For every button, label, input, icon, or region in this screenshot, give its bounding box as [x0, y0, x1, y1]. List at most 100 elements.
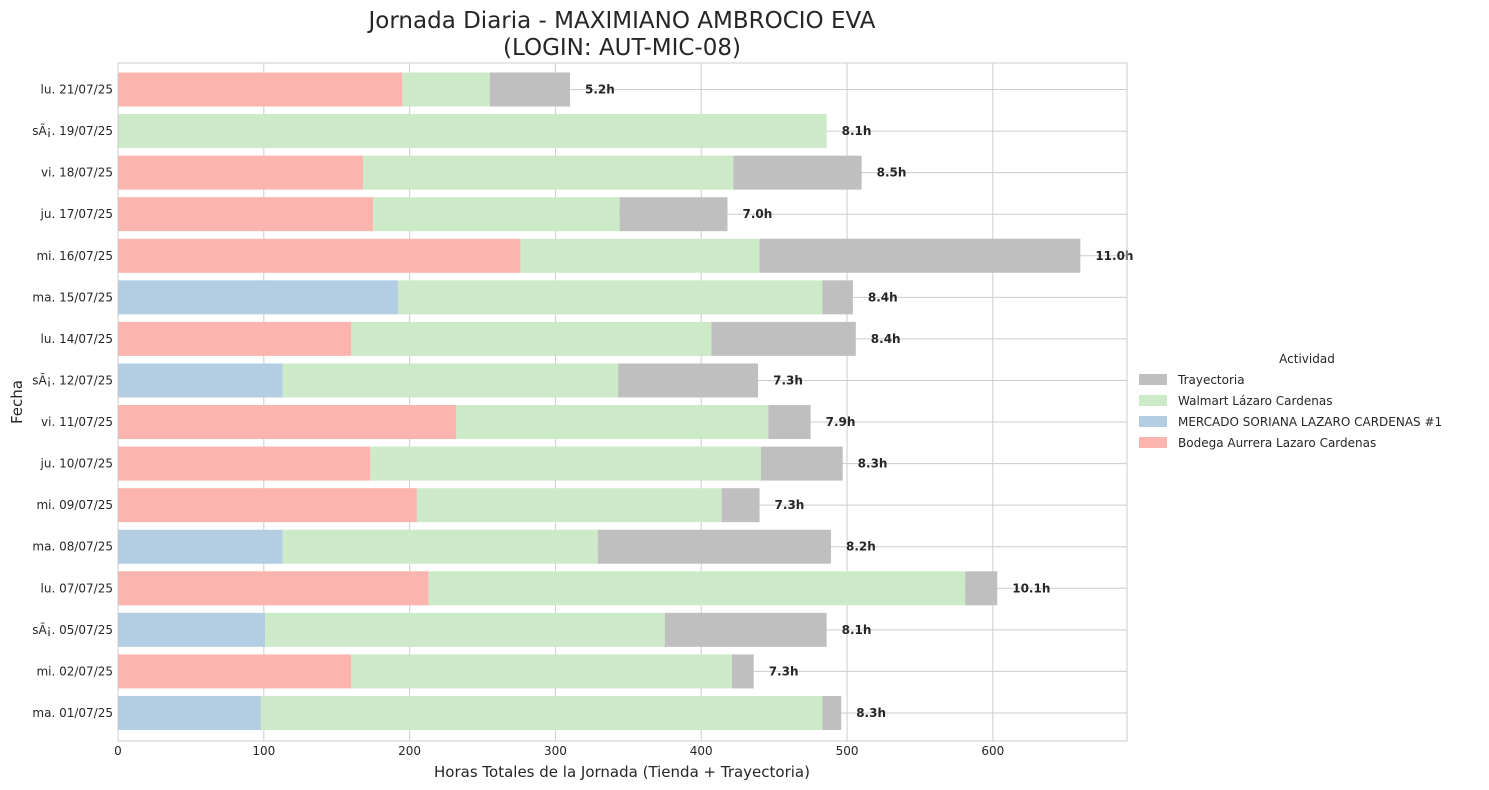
bar-segment	[711, 321, 856, 356]
legend-label: Walmart Lázaro Cardenas	[1178, 394, 1332, 408]
legend-swatch	[1139, 374, 1167, 385]
y-tick-label: mi. 16/07/25	[36, 249, 113, 263]
bar-segment	[721, 488, 760, 523]
bar-segment	[618, 363, 759, 398]
legend-swatch	[1139, 395, 1167, 406]
total-label: 5.2h	[585, 83, 615, 97]
x-tick-label: 200	[398, 744, 421, 758]
x-tick-label: 500	[836, 744, 859, 758]
y-tick-label: mi. 09/07/25	[36, 498, 113, 512]
bar-segment	[118, 488, 417, 523]
x-tick-label: 300	[544, 744, 567, 758]
y-tick-label: ma. 01/07/25	[32, 706, 113, 720]
bar-segment	[118, 696, 261, 730]
bar-segment	[265, 612, 665, 647]
x-tick-labels: 0 100 200 300 400 500 600	[114, 744, 1004, 758]
total-label: 7.9h	[826, 415, 856, 429]
bar-segment	[118, 446, 371, 481]
y-tick-label: mi. 02/07/25	[36, 664, 113, 678]
chart-title-line2: (LOGIN: AUT-MIC-08)	[503, 35, 741, 61]
bar-segment	[118, 529, 283, 564]
y-tick-label: lu. 07/07/25	[41, 581, 113, 595]
legend: Actividad Trayectoria Walmart Lázaro Card…	[1139, 352, 1442, 450]
bar-segment	[520, 238, 760, 273]
bar-segment	[822, 280, 853, 315]
total-label: 8.3h	[858, 457, 888, 471]
x-tick-label: 400	[690, 744, 713, 758]
legend-label: MERCADO SORIANA LAZARO CARDENAS #1	[1178, 415, 1442, 429]
bar-segment	[118, 238, 521, 273]
total-label: 7.3h	[775, 498, 805, 512]
total-label: 11.0h	[1095, 249, 1133, 263]
y-tick-label: sÃ¡. 05/07/25	[32, 622, 113, 637]
bar-segment	[282, 363, 619, 398]
y-tick-labels: lu. 21/07/25 sÃ¡. 19/07/25 vi. 18/07/25 ju.…	[32, 83, 113, 721]
bar-segment	[456, 405, 769, 440]
bar-segment	[489, 72, 571, 107]
bar-segment	[370, 446, 762, 481]
legend-swatch	[1139, 416, 1167, 427]
total-label: 8.1h	[842, 623, 872, 637]
bar-segment	[362, 155, 734, 190]
total-label: 8.5h	[877, 166, 907, 180]
bar-segment	[118, 155, 363, 190]
x-tick-label: 0	[114, 744, 122, 758]
total-label: 7.3h	[773, 373, 803, 387]
total-label: 8.2h	[846, 540, 876, 554]
bar-segment	[597, 529, 832, 564]
bar-segment	[761, 446, 843, 481]
bar-segment	[118, 197, 374, 232]
bar-segment	[619, 197, 728, 232]
y-tick-label: lu. 21/07/25	[41, 83, 113, 97]
bar-segment	[282, 529, 598, 564]
total-label: 7.0h	[742, 207, 772, 221]
bar-segment	[118, 405, 457, 440]
total-label: 7.3h	[769, 664, 799, 678]
bar-segment	[822, 696, 842, 730]
y-tick-label: ma. 15/07/25	[32, 290, 113, 304]
bar-segment	[118, 654, 352, 689]
bar-segment	[373, 197, 620, 232]
bar-segment	[351, 654, 732, 689]
y-tick-label: ju. 10/07/25	[40, 457, 113, 471]
bar-segment	[397, 280, 823, 315]
y-tick-label: vi. 11/07/25	[41, 415, 113, 429]
bar-segment	[428, 571, 966, 606]
y-axis-label: Fecha	[8, 380, 26, 424]
bar-segment	[118, 280, 398, 315]
bar-segment	[768, 405, 811, 440]
x-tick-label: 600	[981, 744, 1004, 758]
legend-title: Actividad	[1279, 352, 1335, 366]
bar-segment	[118, 363, 283, 398]
legend-label: Bodega Aurrera Lazaro Cardenas	[1178, 436, 1376, 450]
bar-segment	[260, 696, 823, 730]
x-tick-label: 100	[252, 744, 275, 758]
bar-segment	[118, 571, 429, 606]
bar-segment	[416, 488, 722, 523]
y-tick-label: ma. 08/07/25	[32, 540, 113, 554]
bar-segment	[118, 72, 403, 107]
y-tick-label: vi. 18/07/25	[41, 166, 113, 180]
x-axis-label: Horas Totales de la Jornada (Tienda + Tr…	[434, 763, 810, 781]
bar-segment	[733, 155, 862, 190]
bar-segment	[118, 612, 266, 647]
total-label: 10.1h	[1012, 581, 1050, 595]
y-tick-label: sÃ¡. 19/07/25	[32, 123, 113, 138]
y-tick-label: sÃ¡. 12/07/25	[32, 372, 113, 387]
total-label: 8.4h	[868, 290, 898, 304]
bar-segment	[402, 72, 490, 107]
legend-label: Trayectoria	[1177, 373, 1245, 387]
y-tick-label: lu. 14/07/25	[41, 332, 113, 346]
total-label: 8.1h	[842, 124, 872, 138]
chart-title-line1: Jornada Diaria - MAXIMIANO AMBROCIO EVA	[367, 8, 876, 34]
bar-segment	[965, 571, 998, 606]
total-label: 8.4h	[871, 332, 901, 346]
bar-segment	[664, 612, 827, 647]
bar-segment	[351, 321, 712, 356]
total-labels: 5.2h 8.1h 8.5h 7.0h 11.0h 8.4h 8.4h 7.3h 7.9h 8.3…	[585, 83, 1133, 721]
bar-segment	[118, 321, 352, 356]
total-label: 8.3h	[856, 706, 886, 720]
bar-segment	[759, 238, 1081, 273]
bar-segments	[118, 72, 1081, 730]
